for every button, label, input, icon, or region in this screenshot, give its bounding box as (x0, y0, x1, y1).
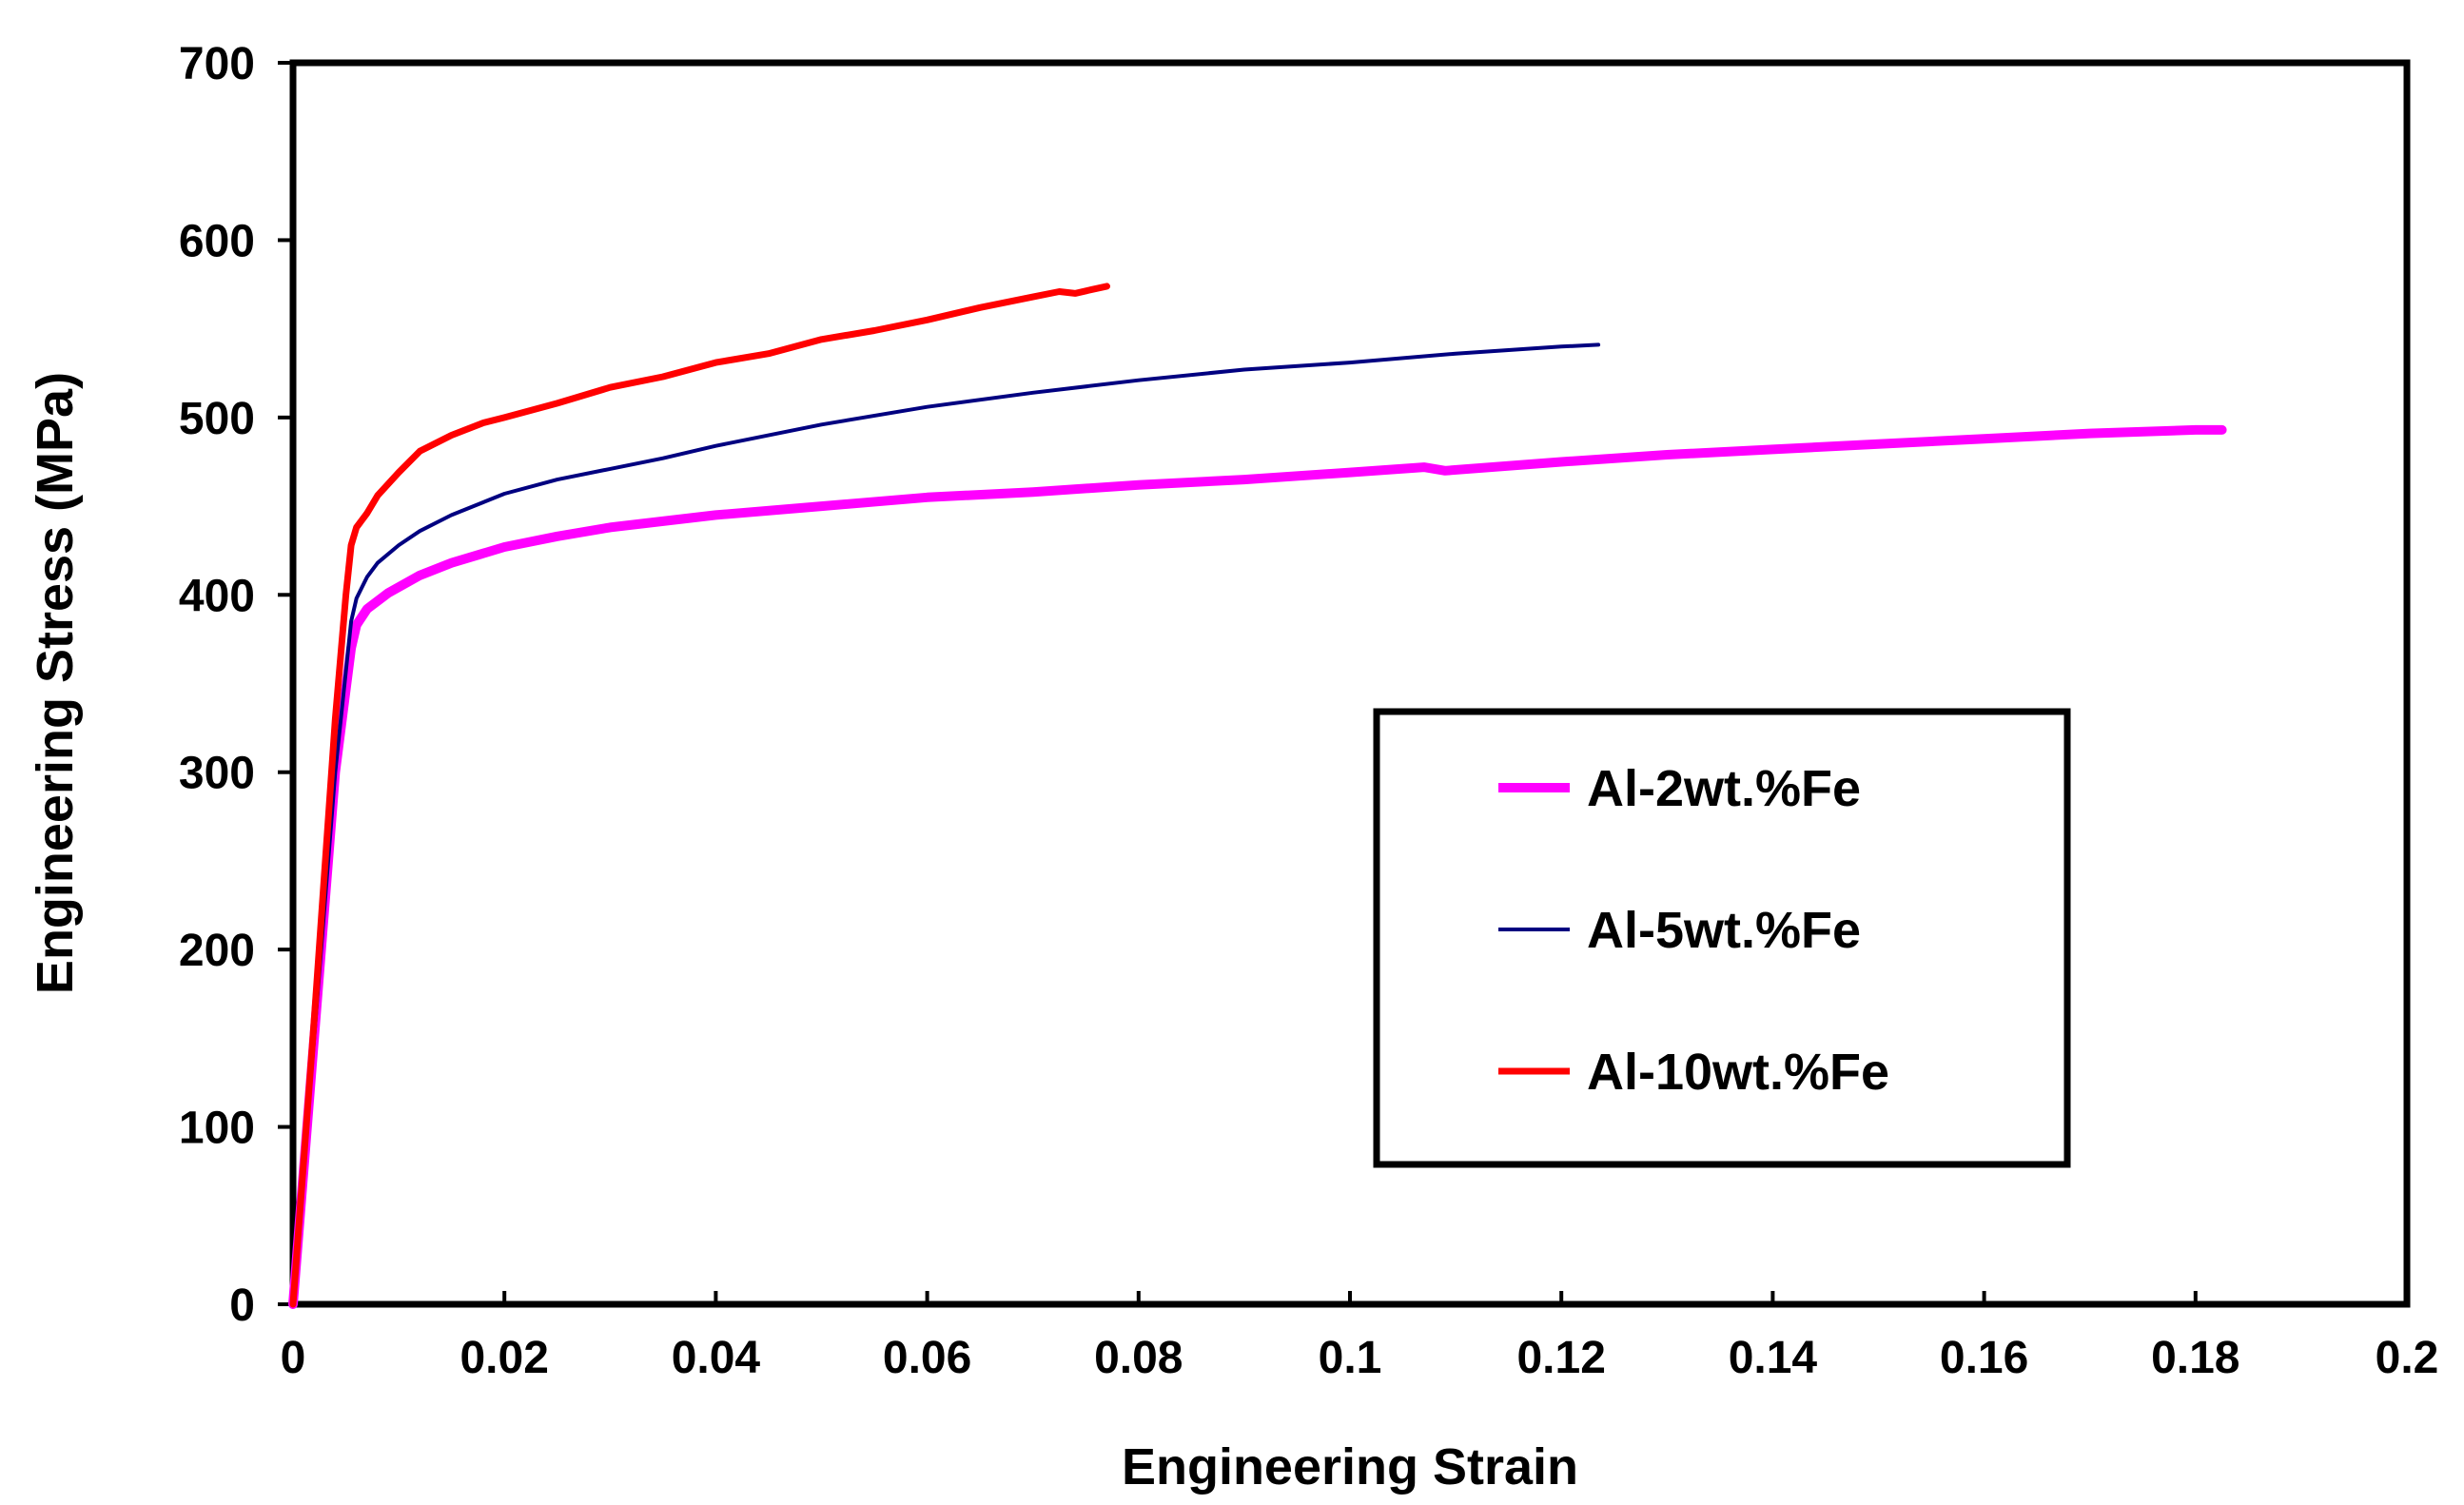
y-axis-ticks: 0 100 200 300 400 500 600 700 (179, 39, 293, 1331)
x-tick-label: 0.2 (2376, 1333, 2439, 1383)
x-tick-label: 0.1 (1319, 1333, 1382, 1383)
y-tick-label: 0 (229, 1280, 255, 1331)
legend-box (1373, 708, 2071, 1168)
y-tick-label: 200 (179, 926, 255, 976)
series-line-al-10wt-fe (289, 283, 1110, 1308)
x-tick-label: 0.02 (460, 1333, 548, 1383)
x-tick-label: 0.18 (2151, 1333, 2239, 1383)
x-axis-title: Engineering Strain (1122, 1438, 1578, 1495)
y-tick-label: 700 (179, 39, 255, 89)
x-tick-label: 0.04 (672, 1333, 761, 1383)
plot-area (289, 59, 2411, 1308)
y-axis-title: Engineering Stress (MPa) (27, 372, 84, 994)
series-lines (288, 283, 2227, 1309)
x-tick-label: 0.06 (883, 1333, 971, 1383)
y-tick-label: 400 (179, 571, 255, 621)
x-tick-label: 0.14 (1729, 1333, 1818, 1383)
x-tick-label: 0.12 (1516, 1333, 1605, 1383)
series-line-al-5wt-fe (291, 342, 1601, 1306)
legend-label-al-10wt-fe: Al-10wt.%Fe (1587, 1044, 1889, 1101)
x-tick-label: 0.16 (1940, 1333, 2028, 1383)
x-axis-ticks: 0 0.02 0.04 0.06 0.08 0.1 0.12 0.14 0.16 0.18 0.2 (281, 1291, 2439, 1383)
x-tick-label: 0 (281, 1333, 306, 1383)
x-tick-label: 0.08 (1094, 1333, 1183, 1383)
series-line-al-2wt-fe (288, 424, 2227, 1309)
legend-label-al-5wt-fe: Al-5wt.%Fe (1587, 902, 1861, 959)
legend: Al-2wt.%Fe Al-5wt.%Fe Al-10wt.%Fe (1373, 708, 2071, 1168)
y-tick-label: 300 (179, 749, 255, 799)
y-tick-label: 100 (179, 1104, 255, 1154)
legend-label-al-2wt-fe: Al-2wt.%Fe (1587, 760, 1861, 817)
y-tick-label: 600 (179, 216, 255, 266)
y-tick-label: 500 (179, 394, 255, 444)
